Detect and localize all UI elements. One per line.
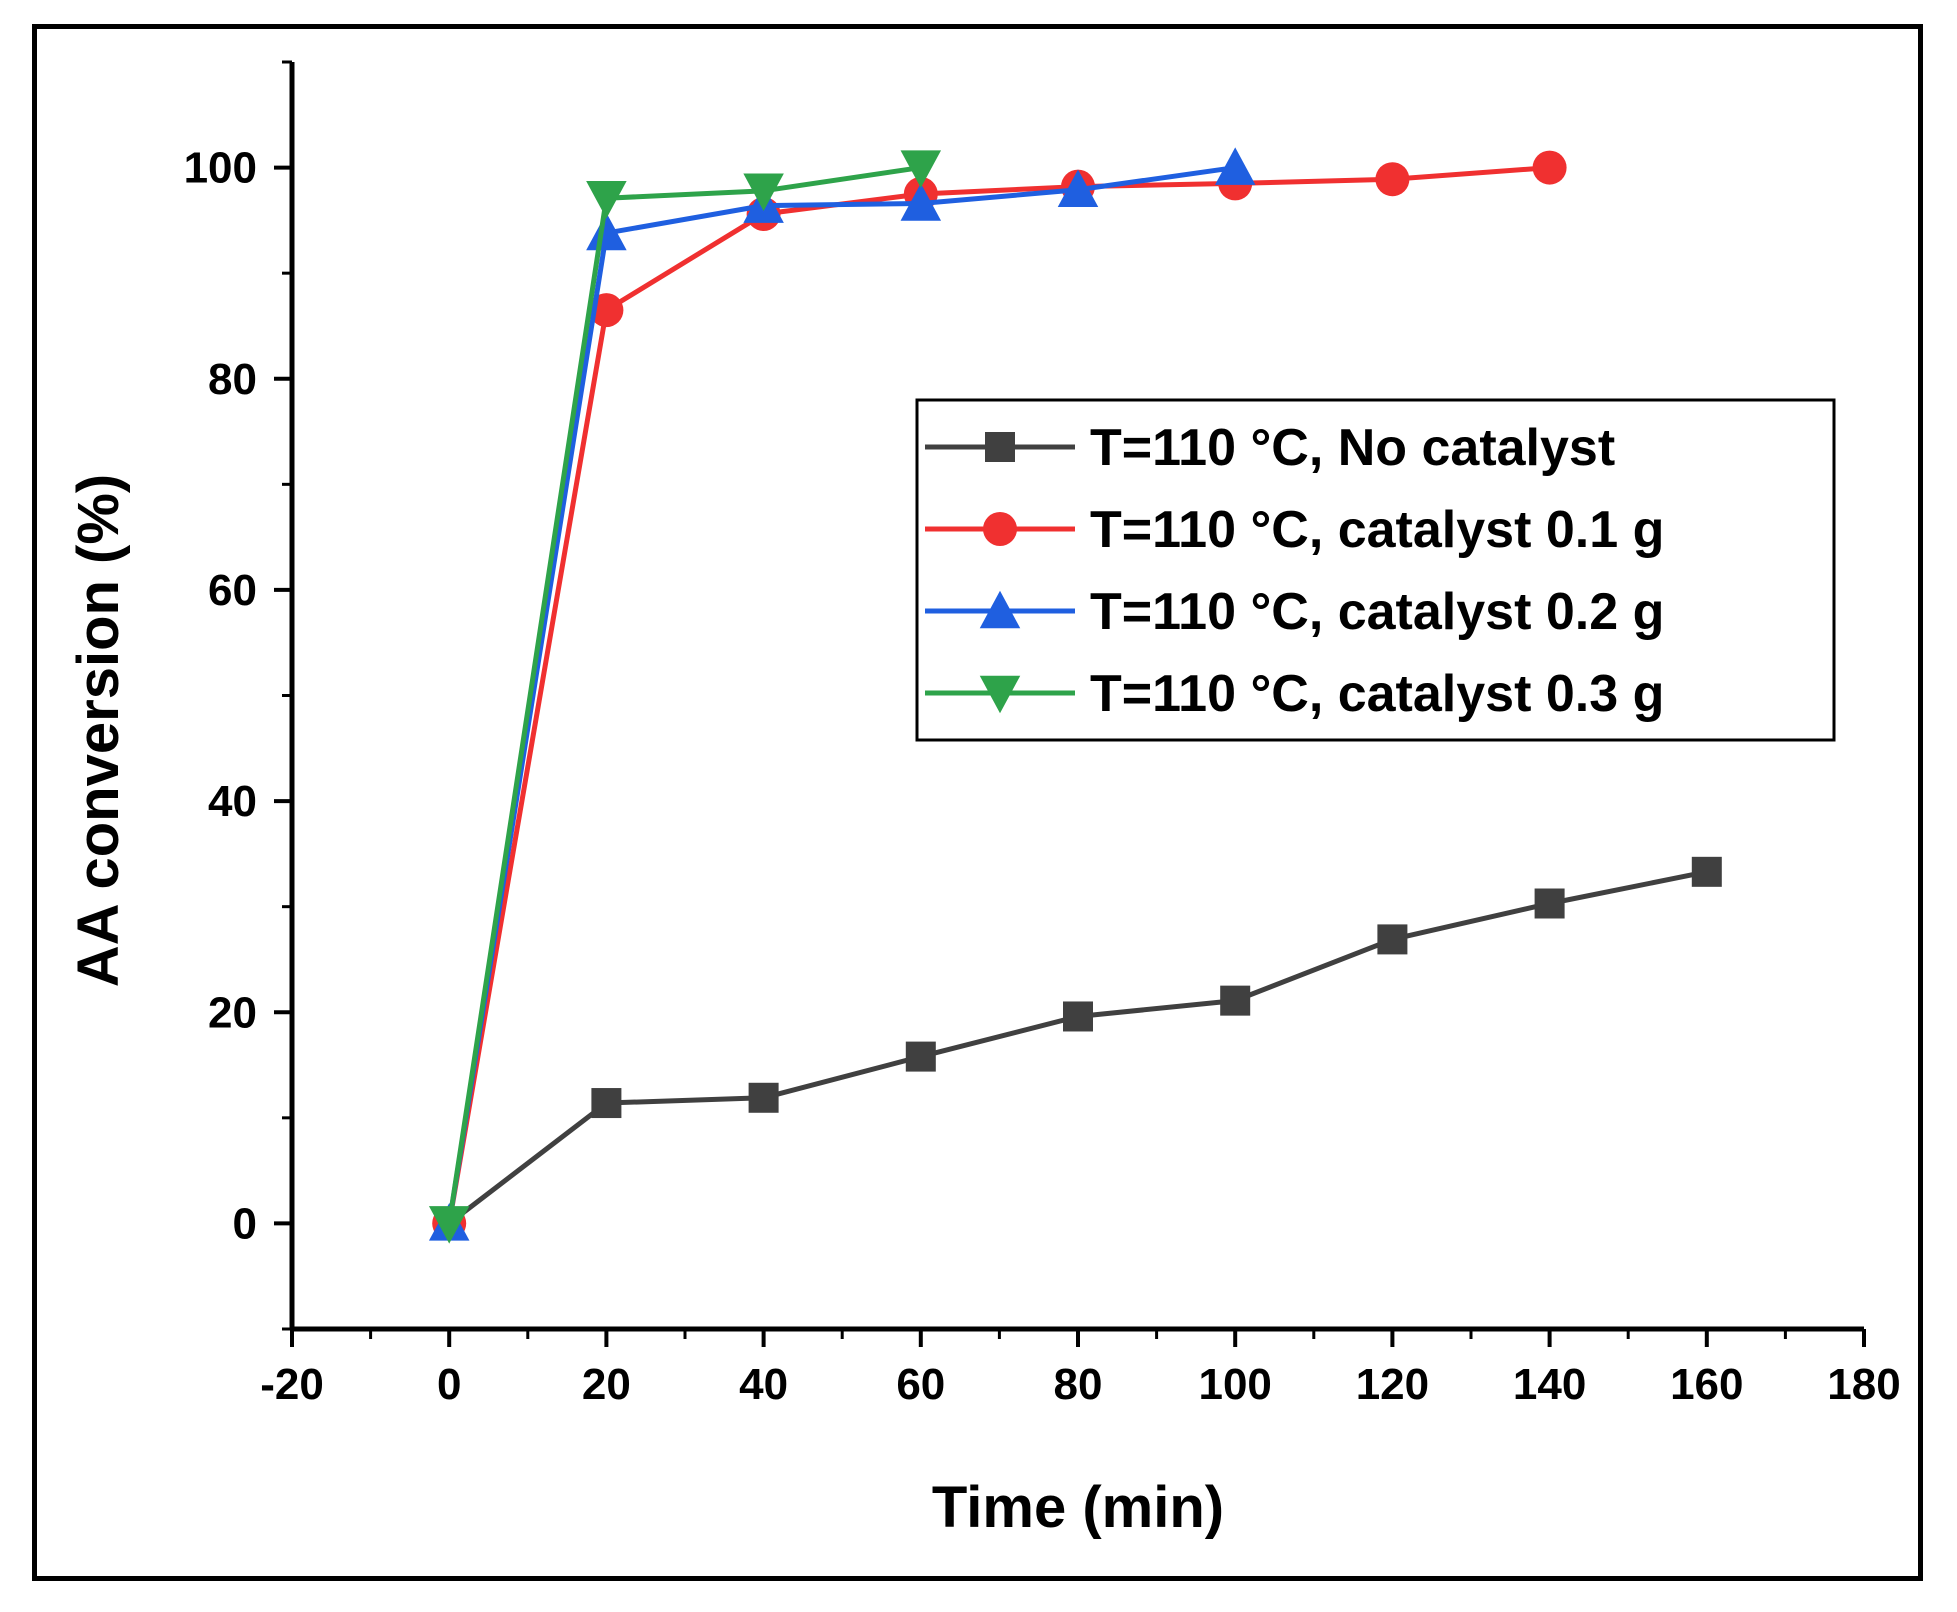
series-layer: [428, 147, 1722, 1244]
y-tick-label: 100: [184, 144, 257, 193]
figure-frame: [32, 24, 1923, 1581]
legend-label: T=110 °C, catalyst 0.3 g: [1090, 665, 1664, 723]
x-axis-title: Time (min): [932, 1475, 1224, 1540]
data-point: [1220, 985, 1251, 1016]
x-tick-label: 40: [739, 1360, 788, 1409]
data-point: [900, 183, 942, 221]
series-line: [446, 165, 1550, 1224]
data-point: [1214, 147, 1256, 185]
legend-label: T=110 °C, catalyst 0.1 g: [1090, 501, 1664, 559]
data-point: [748, 1082, 779, 1113]
legend-item: T=110 °C, No catalyst: [925, 419, 1615, 477]
legend-label: T=110 °C, No catalyst: [1090, 419, 1615, 477]
x-tick-label: -20: [260, 1360, 324, 1409]
y-tick-label: 80: [208, 355, 257, 404]
data-point: [586, 212, 627, 251]
x-tick-label: 0: [437, 1360, 461, 1409]
series-4: [428, 150, 942, 1244]
y-tick-label: 0: [233, 1199, 257, 1248]
series-line: [446, 165, 1236, 1224]
y-tick-label: 20: [208, 988, 257, 1037]
x-tick-label: 100: [1198, 1360, 1271, 1409]
data-point: [905, 1041, 936, 1072]
x-tick-label: 180: [1827, 1360, 1900, 1409]
x-tick-label: 80: [1054, 1360, 1103, 1409]
legend-marker: [983, 512, 1017, 546]
legend-item: T=110 °C, catalyst 0.1 g: [925, 501, 1664, 559]
series-1: [434, 856, 1722, 1239]
legend: T=110 °C, No catalyst T=110 °C, catalyst …: [915, 398, 1836, 742]
series-line: [447, 869, 1708, 1226]
data-point: [900, 150, 942, 188]
data-point: [1063, 1001, 1093, 1032]
data-point: [1057, 169, 1099, 208]
legend-box: [915, 398, 1836, 742]
data-point: [743, 173, 784, 212]
y-tick-label: 60: [208, 566, 257, 615]
legend-label: T=110 °C, catalyst 0.2 g: [1090, 583, 1664, 641]
data-point: [428, 1206, 470, 1244]
legend-item: T=110 °C, catalyst 0.2 g: [925, 583, 1664, 641]
x-tick-label: 160: [1670, 1360, 1743, 1409]
series-line: [446, 165, 922, 1224]
data-point: [591, 1088, 622, 1119]
data-point: [1691, 856, 1722, 887]
x-tick-label: 140: [1513, 1360, 1586, 1409]
data-point: [1532, 150, 1567, 185]
x-tick-label: 20: [582, 1360, 631, 1409]
legend-item: T=110 °C, catalyst 0.3 g: [925, 665, 1664, 723]
legend-marker: [985, 432, 1015, 462]
x-tick-label: 60: [896, 1360, 945, 1409]
data-point: [1534, 888, 1565, 919]
legend-marker: [979, 675, 1021, 714]
y-tick-label: 40: [208, 777, 257, 826]
y-axis-title: AA conversion (%): [66, 474, 131, 987]
data-point: [1375, 162, 1410, 197]
legend-marker: [979, 590, 1021, 629]
x-tick-label: 120: [1356, 1360, 1429, 1409]
axes: -20 0 20 40 60 80 100 120 140 160 180 0 20 40 60 80 100: [184, 60, 1901, 1409]
data-point: [1377, 924, 1408, 955]
data-point: [586, 180, 627, 219]
